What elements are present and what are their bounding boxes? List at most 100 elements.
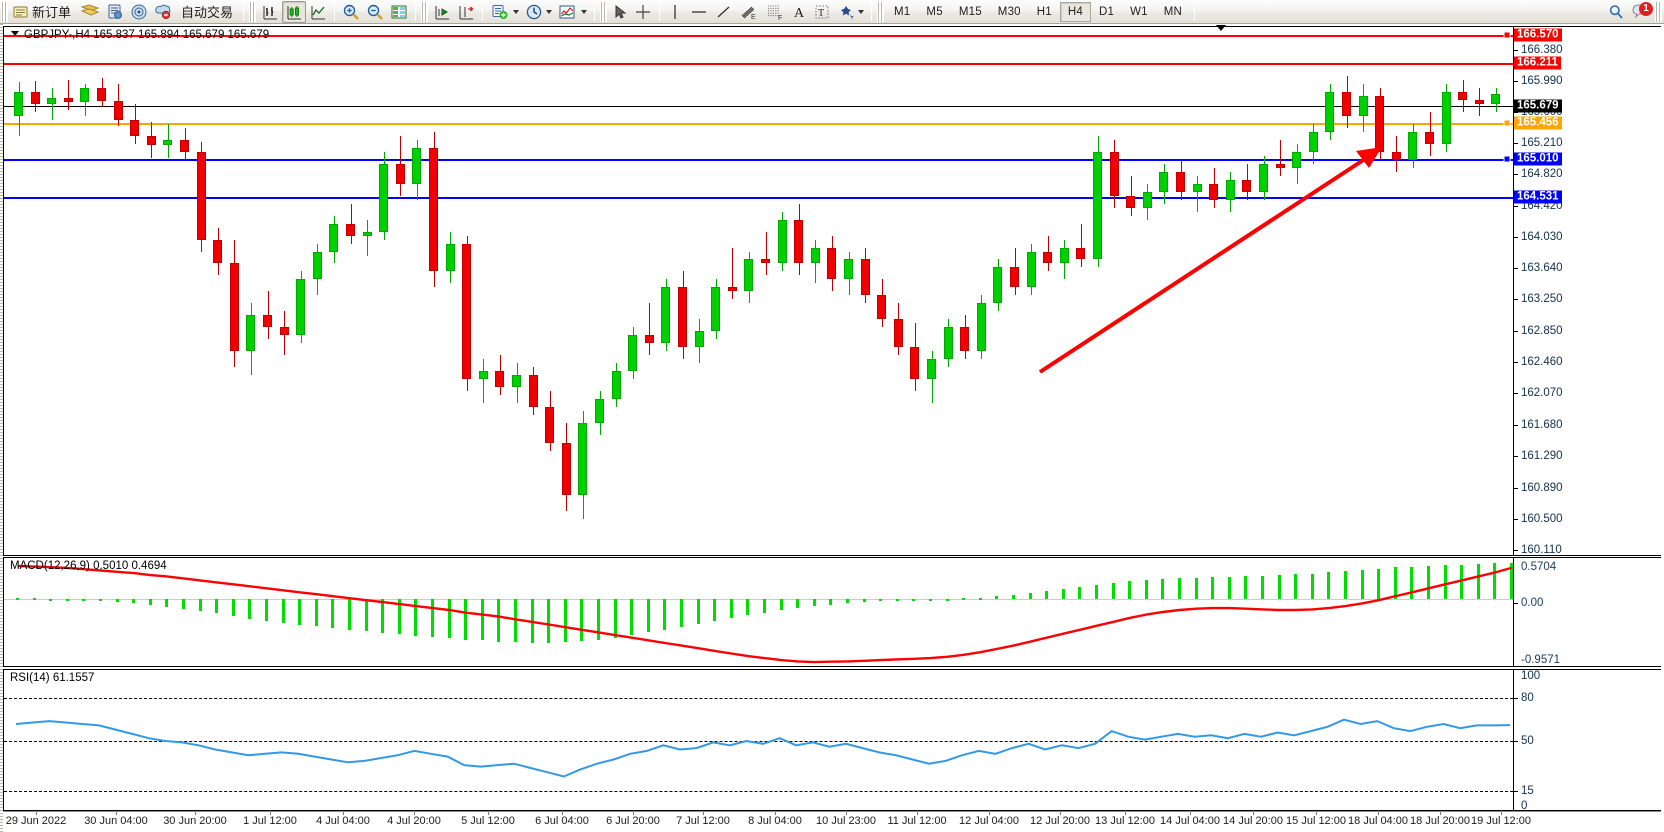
price-pane[interactable]: GBPJPY-,H4 165.837 165.894 165.679 165.6… [3, 25, 1661, 556]
candle-chart-icon[interactable] [282, 0, 307, 23]
rsi-pane[interactable]: RSI(14) 61.1557 100 80 50 15 0 [3, 669, 1661, 812]
timeframe-m30[interactable]: M30 [997, 5, 1021, 18]
chart-grip[interactable] [0, 24, 3, 832]
timeframe-m5[interactable]: M5 [926, 5, 943, 18]
macd-histogram-bar [696, 598, 700, 624]
chevron-down-icon[interactable] [858, 9, 865, 14]
macd-tick-bottom: -0.9571 [1521, 654, 1561, 666]
zoom-out-icon[interactable] [363, 1, 387, 23]
take-profit-line-tag[interactable]: 166.570 [1514, 28, 1562, 42]
macd-histogram-bar [1294, 574, 1298, 599]
bar-chart-icon[interactable] [258, 1, 282, 23]
support-line-tag[interactable]: 164.531 [1514, 190, 1562, 204]
navigator-icon[interactable] [127, 1, 151, 23]
toolbar-grip-1[interactable] [1, 1, 8, 22]
indicators-icon[interactable] [487, 1, 522, 23]
crosshair-icon[interactable] [631, 1, 655, 23]
timeframe-h1[interactable]: H1 [1036, 5, 1052, 18]
entry-price-line[interactable] [4, 123, 1513, 126]
zoom-in-icon[interactable] [339, 1, 363, 23]
rsi-tick-label: 15 [1521, 784, 1534, 797]
chevron-down-icon[interactable] [546, 9, 553, 14]
macd-histogram-bar [1493, 563, 1497, 599]
search-icon[interactable] [1604, 1, 1628, 23]
toolbar-grip-4[interactable] [600, 1, 608, 22]
trendline-icon[interactable] [712, 1, 736, 23]
rsi-plot[interactable] [4, 670, 1513, 810]
toolbar-grip-5[interactable] [877, 1, 885, 22]
macd-histogram-bar [1211, 577, 1215, 599]
timeframe-m15[interactable]: M15 [958, 5, 982, 18]
rsi-axis[interactable]: 100 80 50 15 0 [1513, 670, 1661, 812]
macd-histogram-bar [115, 598, 119, 603]
horizontal-line-icon[interactable] [686, 1, 712, 23]
shapes-icon[interactable] [834, 1, 867, 23]
chart-shift-icon[interactable] [430, 1, 454, 23]
chevron-down-icon[interactable] [513, 9, 520, 14]
entry-price-line-handle[interactable] [1503, 119, 1511, 127]
cursor-icon[interactable] [609, 1, 631, 23]
entry-price-line-tag[interactable]: 165.456 [1514, 116, 1562, 130]
price-tick-label: 165.990 [1521, 74, 1563, 87]
auto-trading-button[interactable]: 自动交易 [175, 1, 239, 23]
timeframe-d1[interactable]: D1 [1099, 5, 1115, 18]
price-plot[interactable] [4, 27, 1513, 555]
take-profit-line-handle[interactable] [1503, 31, 1511, 39]
stop-loss-line[interactable] [4, 159, 1513, 161]
candle-wick [649, 303, 651, 356]
auto-scroll-icon[interactable] [454, 1, 478, 23]
tile-windows-icon[interactable] [387, 1, 411, 23]
vertical-line-icon[interactable] [664, 1, 686, 23]
price-axis-line [1513, 27, 1514, 555]
candle-wick [68, 80, 70, 111]
price-tick [1513, 80, 1518, 82]
new-order-button[interactable]: 新订单 [10, 1, 77, 23]
text-label-icon[interactable]: T [810, 1, 834, 23]
resistance-line-tag[interactable]: 166.211 [1514, 56, 1561, 70]
macd-axis[interactable]: 0.5704 0.00 -0.9571 [1513, 558, 1661, 666]
candle-body [180, 139, 189, 152]
current-price-line-tag[interactable]: 165.679 [1514, 99, 1562, 113]
timeframe-m1[interactable]: M1 [894, 5, 911, 18]
market-watch-icon[interactable] [103, 1, 127, 23]
chevron-down-icon[interactable] [581, 9, 588, 14]
timeframe-mn[interactable]: MN [1163, 5, 1183, 18]
equidistant-channel-icon[interactable]: E [736, 1, 762, 23]
period-icon[interactable] [522, 1, 555, 23]
timeframe-h4[interactable]: H4 [1059, 1, 1091, 22]
macd-pane[interactable]: MACD(12,26,9) 0.5010 0.4694 0.5704 0.00 … [3, 557, 1661, 667]
toolbar-grip-3[interactable] [421, 1, 429, 22]
time-axis-label: 30 Jun 04:00 [84, 815, 148, 827]
stop-loss-line-handle[interactable] [1503, 155, 1511, 163]
data-window-icon[interactable] [151, 1, 175, 23]
time-axis[interactable]: 29 Jun 2022 30 Jun 04:00 30 Jun 20:00 1 Jul… [3, 811, 1661, 831]
chart-area[interactable]: GBPJPY-,H4 165.837 165.894 165.679 165.6… [0, 24, 1664, 832]
price-tick [1513, 331, 1518, 333]
support-line[interactable] [4, 197, 1513, 200]
stop-loss-line-tag[interactable]: 165.010 [1514, 152, 1562, 166]
price-tick-label: 161.680 [1521, 418, 1563, 431]
macd-histogram-bar [1111, 583, 1115, 599]
text-icon[interactable]: A [788, 1, 810, 23]
profiles-icon[interactable] [77, 1, 103, 23]
price-axis[interactable]: 166.380165.990165.600165.210164.820164.4… [1513, 27, 1661, 556]
candle-body [229, 263, 239, 352]
line-chart-icon[interactable] [306, 1, 330, 23]
pane-collapse-arrow[interactable] [1216, 25, 1226, 31]
alerts-icon[interactable]: 1 [1628, 1, 1654, 23]
symbol-dropdown-arrow[interactable] [11, 31, 19, 36]
templates-icon[interactable] [555, 1, 590, 23]
take-profit-line[interactable] [4, 34, 1513, 37]
candle-body [976, 303, 986, 352]
resistance-line[interactable] [4, 63, 1513, 66]
fibonacci-icon[interactable]: F [762, 1, 788, 23]
toolbar-grip-6[interactable] [1655, 1, 1662, 22]
rsi-level-line-15 [4, 790, 1513, 792]
timeframe-w1[interactable]: W1 [1130, 5, 1148, 18]
macd-plot[interactable] [4, 558, 1513, 666]
toolbar-grip-2[interactable] [249, 1, 257, 22]
candle-body [1059, 247, 1069, 264]
macd-histogram-bar [912, 598, 916, 601]
time-axis-tick [1253, 812, 1254, 815]
current-price-line[interactable] [4, 105, 1513, 107]
